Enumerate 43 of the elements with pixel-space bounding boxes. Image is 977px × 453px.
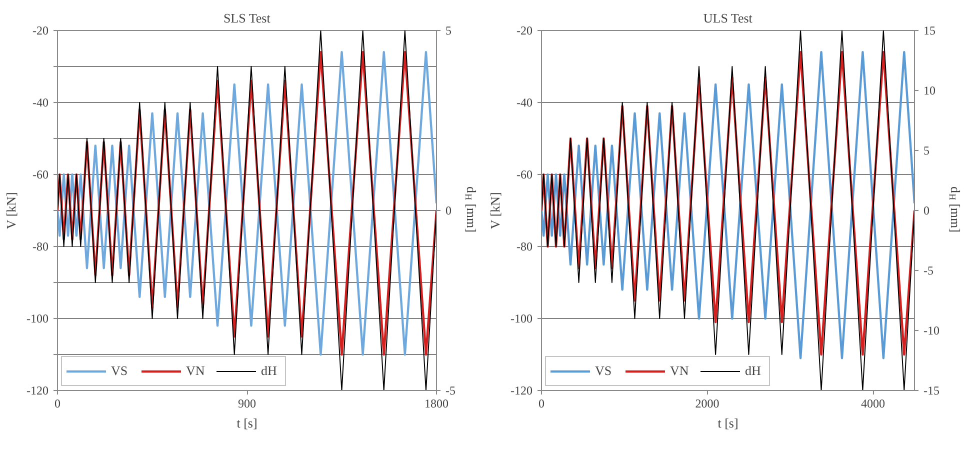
y2-tick-label: 5 <box>446 24 452 38</box>
x-tick-label: 0 <box>538 396 544 410</box>
x-axis-title: t [s] <box>718 416 738 430</box>
x-tick-label: 900 <box>238 396 256 410</box>
y-tick-label: -120 <box>510 384 533 398</box>
legend-label: VN <box>186 363 206 379</box>
line-series <box>58 51 436 356</box>
y-tick-label: -60 <box>516 168 533 182</box>
x-tick-label: 0 <box>54 396 60 410</box>
y2-tick-label: -10 <box>924 324 940 338</box>
y2-tick-label: 0 <box>446 204 452 218</box>
y-tick-label: -100 <box>26 312 49 326</box>
legend-label: VS <box>595 363 613 379</box>
y-tick-label: -40 <box>516 96 533 110</box>
y2-tick-label: 5 <box>924 144 930 158</box>
y-tick-label: -100 <box>510 312 533 326</box>
y-tick-label: -40 <box>32 96 49 110</box>
y-axis-title: V [kN] <box>4 192 19 230</box>
y-tick-label: -20 <box>32 24 49 38</box>
x-tick-label: 1800 <box>424 396 448 410</box>
y2-tick-label: 10 <box>924 84 936 98</box>
y2-tick-label: 0 <box>924 204 930 218</box>
chart-title: ULS Test <box>703 10 753 26</box>
y2-axis-title: dH [mm] <box>464 186 479 232</box>
y-tick-label: -80 <box>516 240 533 254</box>
y-tick-label: -80 <box>32 240 49 254</box>
y2-tick-label: -5 <box>924 264 934 278</box>
y-tick-label: -60 <box>32 168 49 182</box>
legend-label: dH <box>745 363 762 379</box>
y-tick-label: -20 <box>516 24 533 38</box>
chart-title: SLS Test <box>223 10 271 26</box>
legend-label: dH <box>261 363 278 379</box>
x-tick-label: 2000 <box>695 396 720 410</box>
x-axis-title: t [s] <box>236 416 258 430</box>
y2-axis-title: dH [mm] <box>948 186 963 232</box>
y-axis-title: V [kN] <box>488 192 503 230</box>
y2-tick-label: 15 <box>924 24 936 38</box>
x-tick-label: 4000 <box>861 396 886 410</box>
y2-tick-label: -15 <box>924 384 940 398</box>
y-tick-label: -120 <box>26 384 49 398</box>
y2-tick-label: -5 <box>446 384 456 398</box>
legend-label: VN <box>670 363 690 379</box>
legend-label: VS <box>111 363 129 379</box>
